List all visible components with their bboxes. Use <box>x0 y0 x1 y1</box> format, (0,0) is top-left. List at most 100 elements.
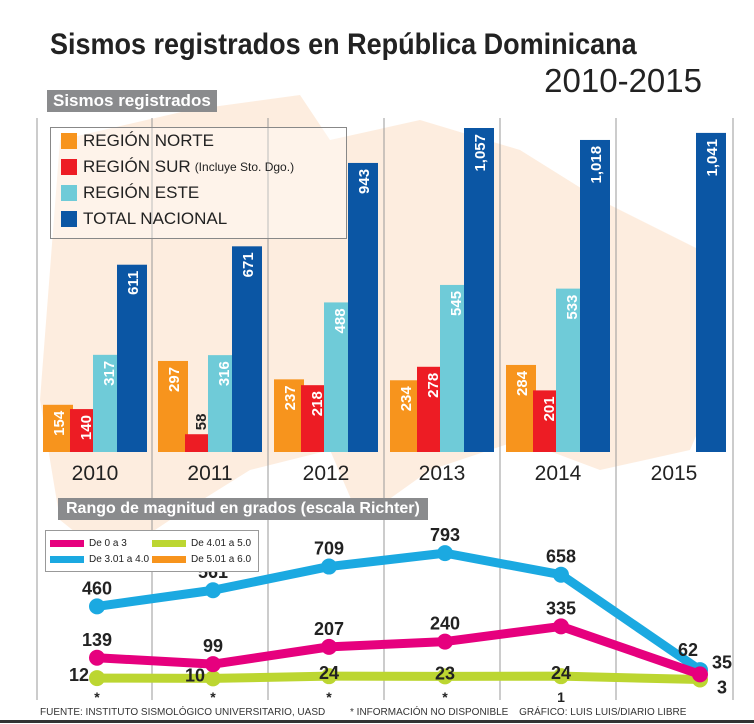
legend-note: (Incluye Sto. Dgo.) <box>194 160 295 174</box>
series-point-2 <box>437 668 453 685</box>
x-tick-label: 2012 <box>303 462 350 485</box>
series-point-2 <box>321 668 337 685</box>
bar-2011-0 <box>158 360 188 452</box>
series-line-1 <box>96 548 703 674</box>
legend-label: REGIÓN NORTE <box>83 131 214 150</box>
series-point-2 <box>89 670 105 687</box>
bar-value-label: 237 <box>282 385 299 410</box>
legend-item: REGIÓN NORTE <box>61 128 346 154</box>
data-label: 10 <box>185 665 205 685</box>
bar-value-label: 488 <box>332 308 349 333</box>
unavailable-marker: * <box>210 689 216 705</box>
unavailable-marker: * <box>442 689 448 705</box>
data-label: 460 <box>82 578 112 598</box>
legend-item: De 4.01 a 5.0 <box>152 535 254 551</box>
series-line-0 <box>96 621 702 679</box>
bar-2013-3 <box>464 128 494 452</box>
series-point-1 <box>205 582 221 599</box>
bar-chart-title: Sismos registrados <box>47 90 217 112</box>
bar-value-label: 317 <box>101 361 118 386</box>
series-point-1 <box>321 558 337 575</box>
data-label: 24 <box>551 663 571 683</box>
legend-label: TOTAL NACIONAL <box>83 209 228 228</box>
data-label: 793 <box>430 525 460 545</box>
x-tick-label: 2015 <box>651 462 698 485</box>
legend-swatch <box>50 539 84 547</box>
legend-swatch <box>61 211 77 227</box>
bar-2015-3 <box>696 132 726 452</box>
bar-2011-1 <box>185 434 215 452</box>
legend-swatch <box>61 133 77 149</box>
unavailable-marker: * <box>94 689 100 705</box>
bar-2011-3 <box>232 246 262 452</box>
bar-2013-0 <box>390 380 420 452</box>
line-legend: De 0 a 3 De 4.01 a 5.0 De 3.01 a 4.0 De 5.0… <box>45 530 259 572</box>
data-label: 23 <box>435 663 455 683</box>
bar-2010-3 <box>117 264 147 452</box>
bar-value-label: 284 <box>514 370 531 396</box>
x-tick-label: 2014 <box>535 462 582 485</box>
legend-item: De 3.01 a 4.0 <box>50 551 152 567</box>
series-line-2 <box>96 671 701 685</box>
footer-source: FUENTE: INSTITUTO SISMOLÓGICO UNIVERSITA… <box>40 707 326 718</box>
footer-note: * INFORMACIÓN NO DISPONIBLE <box>350 707 509 718</box>
series-point-1 <box>89 598 105 615</box>
data-label: 35 <box>712 652 732 672</box>
x-tick-label: 2011 <box>187 462 232 485</box>
data-label: 658 <box>546 547 576 567</box>
bar-value-label: 1,041 <box>704 139 721 177</box>
bar-value-label: 943 <box>356 169 373 194</box>
series-point-0 <box>437 633 453 650</box>
page-title: Sismos registrados en República Dominica… <box>50 28 637 61</box>
series-point-0 <box>205 656 221 673</box>
bar-value-label: 545 <box>448 291 465 316</box>
legend-item: REGIÓN SUR (Incluye Sto. Dgo.) <box>61 154 346 180</box>
data-label: 99 <box>203 636 223 656</box>
series-point-0 <box>321 638 337 655</box>
data-label: 24 <box>319 663 339 683</box>
data-label: 335 <box>546 598 576 618</box>
data-label: 207 <box>314 619 344 639</box>
legend-item: TOTAL NACIONAL <box>61 206 346 232</box>
page-subtitle: 2010-2015 <box>544 62 702 99</box>
bottom-rule <box>0 720 754 723</box>
legend-swatch <box>152 555 186 563</box>
series-point-0 <box>553 618 569 635</box>
bar-value-label: 671 <box>240 252 257 277</box>
bar-value-label: 154 <box>51 410 68 436</box>
legend-item: De 5.01 a 6.0 <box>152 551 254 567</box>
bar-2012-3 <box>348 162 378 452</box>
bar-value-label: 201 <box>541 396 558 421</box>
data-label: 709 <box>314 539 344 559</box>
footer-credit: GRÁFICO: LUIS LUIS/DIARIO LIBRE <box>519 707 687 718</box>
data-label: 62 <box>678 640 698 660</box>
bar-value-label: 1,018 <box>588 146 605 184</box>
bar-value-label: 218 <box>309 391 326 416</box>
bar-value-label: 611 <box>125 271 142 295</box>
legend-item: De 0 a 3 <box>50 535 152 551</box>
series-point-2 <box>553 668 569 685</box>
bar-value-label: 140 <box>78 415 95 440</box>
series-point-0 <box>692 666 708 683</box>
legend-label: REGIÓN SUR <box>83 157 191 176</box>
legend-label: De 5.01 a 6.0 <box>191 553 252 565</box>
bar-value-label: 234 <box>398 386 415 412</box>
legend-swatch <box>61 185 77 201</box>
legend-swatch <box>50 555 84 563</box>
bar-2014-0 <box>506 364 536 452</box>
bar-value-label: 58 <box>193 414 210 431</box>
bar-value-label: 297 <box>166 367 183 392</box>
data-label: 240 <box>430 614 460 634</box>
bar-legend: REGIÓN NORTE REGIÓN SUR (Incluye Sto. Dgo.… <box>50 127 347 239</box>
bar-value-label: 316 <box>216 361 233 386</box>
data-label: 139 <box>82 630 112 650</box>
bar-2012-0 <box>274 379 304 452</box>
bar-2014-3 <box>580 139 610 452</box>
legend-label: De 4.01 a 5.0 <box>191 537 252 549</box>
bar-value-label: 533 <box>564 295 581 320</box>
data-label: 1 <box>557 689 565 705</box>
series-point-1 <box>553 566 569 583</box>
x-tick-label: 2010 <box>72 462 119 485</box>
